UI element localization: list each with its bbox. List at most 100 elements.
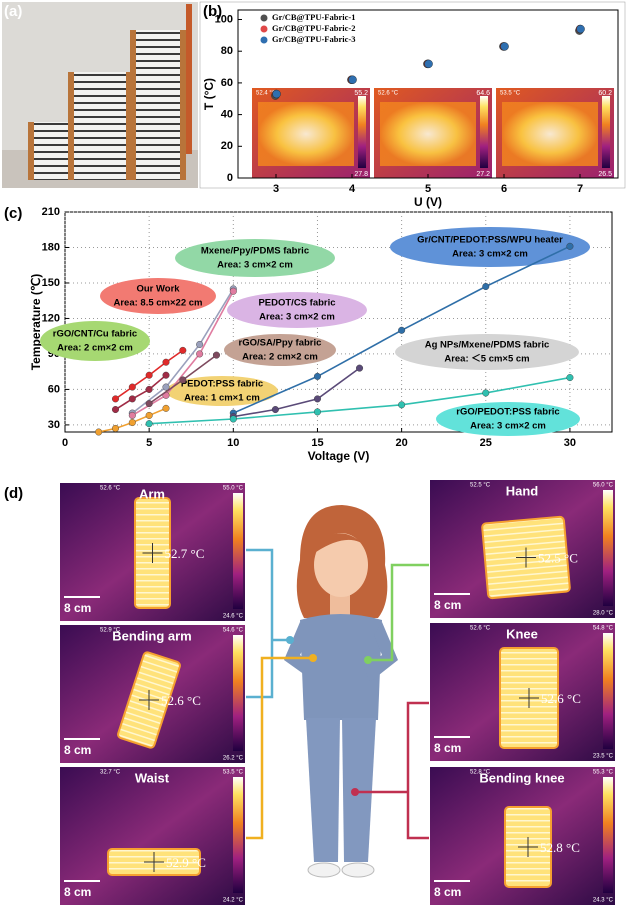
legend-label: rGO/PEDOT:PSS fabric (456, 407, 559, 418)
photo-temperature: 52.6 °C (541, 691, 581, 706)
legend-label: Gr/CB@TPU-Fabric-1 (272, 12, 355, 22)
data-point (162, 383, 170, 391)
data-point (145, 400, 153, 408)
photo-title: Arm (139, 486, 165, 501)
inset-spot: 53.5 °C (500, 91, 521, 97)
crosshair (142, 543, 163, 563)
data-point (313, 395, 321, 403)
legend-marker (260, 36, 268, 44)
data-point (145, 371, 153, 379)
data-point (229, 287, 237, 295)
y-tick-label: 180 (42, 241, 60, 253)
series-label-bg (390, 227, 590, 267)
data-point (145, 385, 153, 393)
inset-max: 55.2 (354, 90, 368, 97)
y-tick-label: 120 (42, 312, 60, 324)
photo-temperature: 52.5 °C (538, 550, 578, 565)
photo-spot: 52.6 °C (470, 626, 491, 632)
series-line (115, 374, 167, 411)
photo-temperature: 52.8 °C (540, 840, 580, 855)
data-point (162, 358, 170, 366)
data-point (179, 376, 187, 384)
photo-max: 55.3 °C (593, 770, 614, 776)
scale-label: 8 cm (64, 743, 91, 757)
photo-spot: 52.5 °C (470, 483, 491, 489)
legend-label: rGO/SA/Ppy fabric (239, 338, 322, 349)
y-tick-label: 100 (215, 13, 233, 25)
photo-title: Bending knee (479, 770, 564, 785)
photo-title: Bending arm (112, 628, 191, 643)
legend-label: PEDOT:PSS fabric (181, 379, 263, 390)
photo-spot: 52.6 °C (100, 486, 121, 492)
photo-min: 24.6 °C (223, 614, 244, 620)
series-area: Area: 3 cm×2 cm (452, 249, 528, 260)
crosshair (518, 837, 538, 857)
panel-label: (b) (203, 3, 222, 20)
scale-label: 8 cm (434, 741, 461, 755)
photo-temperature: 52.6 °C (161, 693, 201, 708)
inset-min: 26.5 (598, 171, 612, 178)
data-point (128, 411, 136, 419)
photo-spot: 52.9 °C (100, 628, 121, 634)
colorbar (358, 96, 366, 168)
inset-min: 27.8 (354, 171, 368, 178)
colorbar (480, 96, 488, 168)
photo-max: 53.5 °C (223, 770, 244, 776)
data-point (128, 395, 136, 403)
x-axis-title: U (V) (414, 195, 442, 209)
x-tick-label: 3 (273, 183, 279, 195)
scale-label: 8 cm (434, 598, 461, 612)
legend-marker (260, 25, 268, 33)
legend-label: Ag NPs/Mxene/PDMS fabric (425, 340, 550, 351)
series-line (149, 376, 571, 425)
series-label-bg (40, 321, 150, 361)
colorbar (603, 777, 613, 893)
photo-min: 24.3 °C (593, 898, 614, 904)
legend-label: Gr/CNT/PEDOT:PSS/WPU heater (417, 235, 563, 246)
legend-label: Mxene/Ppy/PDMS fabric (201, 246, 309, 257)
photo-max: 55.0 °C (223, 486, 244, 492)
photo-max: 54.8 °C (593, 626, 614, 632)
photo-max: 56.0 °C (593, 483, 614, 489)
y-tick-label: 20 (221, 140, 233, 152)
crosshair (516, 547, 536, 568)
data-point (566, 242, 574, 250)
inset-max: 60.2 (598, 90, 612, 97)
y-tick-label: 80 (221, 45, 233, 57)
legend-marker (260, 14, 268, 22)
photo-title: Waist (135, 770, 170, 785)
series-label-bg (175, 239, 335, 277)
data-point (196, 340, 204, 348)
series-line (233, 367, 361, 418)
data-point (111, 395, 119, 403)
x-tick-label: 5 (146, 437, 152, 449)
x-tick-label: 7 (577, 183, 583, 195)
data-point (356, 364, 364, 372)
series-label-bg (395, 334, 579, 370)
data-point (111, 406, 119, 414)
series-label-bg (436, 402, 580, 436)
panel-label: (c) (4, 205, 22, 222)
data-point (566, 374, 574, 382)
scale-label: 8 cm (64, 601, 91, 615)
joint-dot (364, 656, 372, 664)
x-tick-label: 30 (564, 437, 576, 449)
y-tick-label: 40 (221, 109, 233, 121)
data-point (313, 372, 321, 380)
plot-frame (64, 211, 613, 433)
data-point (162, 371, 170, 379)
colorbar (233, 493, 243, 609)
x-axis-title: Voltage (V) (308, 449, 370, 463)
series-area: Area: 3 cm×2 cm (217, 260, 293, 271)
y-tick-label: 150 (42, 277, 60, 289)
connectors (246, 548, 429, 840)
photo-title: Knee (506, 626, 538, 641)
legend-label: PEDOT/CS fabric (258, 298, 335, 309)
x-tick-label: 5 (425, 183, 431, 195)
photo-temperature: 52.7 °C (165, 546, 205, 561)
y-tick-label: 60 (48, 383, 60, 395)
data-point (576, 24, 585, 34)
data-point (128, 383, 136, 391)
data-point (313, 408, 321, 416)
